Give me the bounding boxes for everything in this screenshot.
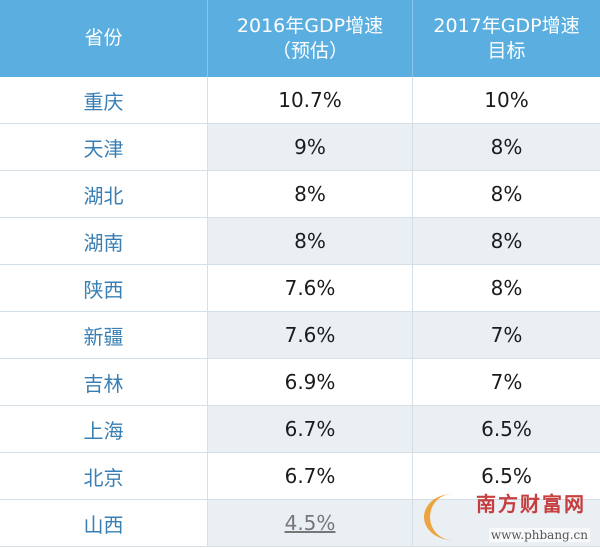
header-2017-target: 2017年GDP增速 目标 (412, 0, 600, 77)
header-province-label: 省份 (84, 27, 123, 49)
header-2017-line1: 2017年GDP增速 (433, 14, 580, 37)
table-row: 湖南 8% 8% (0, 218, 600, 265)
table-row: 山西 4.5% (0, 500, 600, 547)
table-row: 湖北 8% 8% (0, 171, 600, 218)
province-cell: 上海 (83, 418, 124, 443)
province-cell: 北京 (83, 465, 124, 490)
gdp-2016-cell: 6.7% (207, 406, 412, 452)
target-2017-cell: 8% (412, 218, 600, 264)
target-2017-cell: 6.5% (412, 453, 600, 499)
header-2017-line2: 目标 (487, 39, 526, 62)
table-row: 北京 6.7% 6.5% (0, 453, 600, 500)
gdp-2016-cell: 7.6% (207, 265, 412, 311)
header-2016-line1: 2016年GDP增速 (236, 14, 384, 37)
gdp-2016-cell: 6.7% (207, 453, 412, 499)
table-row: 新疆 7.6% 7% (0, 312, 600, 359)
gdp-2016-cell: 10.7% (207, 77, 412, 123)
gdp-2016-cell: 7.6% (207, 312, 412, 358)
gdp-2016-cell: 8% (207, 171, 412, 217)
gdp-2016-cell: 4.5% (207, 500, 412, 546)
province-cell: 湖南 (83, 230, 124, 255)
table-header: 省份 2016年GDP增速 （预估） 2017年GDP增速 目标 (0, 0, 600, 77)
target-2017-cell: 8% (412, 265, 600, 311)
target-2017-cell: 8% (412, 171, 600, 217)
table-row: 上海 6.7% 6.5% (0, 406, 600, 453)
table-row: 天津 9% 8% (0, 124, 600, 171)
province-cell: 重庆 (83, 89, 124, 114)
province-cell: 湖北 (83, 183, 124, 208)
table-row: 陕西 7.6% 8% (0, 265, 600, 312)
table-row: 重庆 10.7% 10% (0, 77, 600, 124)
target-2017-cell: 8% (412, 124, 600, 170)
province-cell: 山西 (83, 512, 124, 537)
target-2017-cell: 7% (412, 312, 600, 358)
header-2016-line2: （预估） (271, 39, 348, 62)
gdp-2016-cell: 6.9% (207, 359, 412, 405)
gdp-2016-cell: 8% (207, 218, 412, 264)
gdp-2016-cell: 9% (207, 124, 412, 170)
target-2017-cell (412, 500, 600, 546)
header-2016-growth: 2016年GDP增速 （预估） (207, 0, 412, 77)
province-cell: 陕西 (83, 277, 124, 302)
target-2017-cell: 10% (412, 77, 600, 123)
target-2017-cell: 6.5% (412, 406, 600, 452)
target-2017-cell: 7% (412, 359, 600, 405)
province-cell: 吉林 (83, 371, 124, 396)
province-cell: 新疆 (83, 324, 124, 349)
header-province: 省份 (0, 0, 207, 77)
table-row: 吉林 6.9% 7% (0, 359, 600, 406)
province-cell: 天津 (83, 136, 124, 161)
